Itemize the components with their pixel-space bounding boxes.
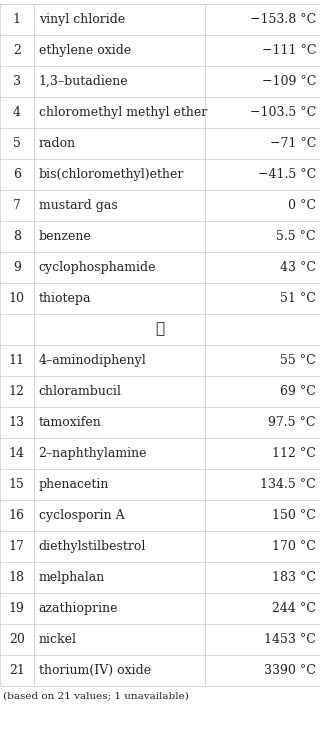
Text: −153.8 °C: −153.8 °C xyxy=(250,13,316,26)
Text: 9: 9 xyxy=(13,261,21,274)
Text: 7: 7 xyxy=(13,199,21,212)
Text: −109 °C: −109 °C xyxy=(262,75,316,88)
Text: 2: 2 xyxy=(13,44,21,57)
Text: 4–aminodiphenyl: 4–aminodiphenyl xyxy=(39,354,146,367)
Text: 15: 15 xyxy=(9,478,25,491)
Text: −103.5 °C: −103.5 °C xyxy=(250,106,316,119)
Text: azathioprine: azathioprine xyxy=(39,602,118,615)
Text: 11: 11 xyxy=(9,354,25,367)
Text: benzene: benzene xyxy=(39,230,91,243)
Text: 12: 12 xyxy=(9,385,25,398)
Text: 97.5 °C: 97.5 °C xyxy=(268,416,316,429)
Text: 13: 13 xyxy=(9,416,25,429)
Text: ethylene oxide: ethylene oxide xyxy=(39,44,131,57)
Text: chlorambucil: chlorambucil xyxy=(39,385,122,398)
Text: 51 °C: 51 °C xyxy=(280,292,316,305)
Text: chloromethyl methyl ether: chloromethyl methyl ether xyxy=(39,106,207,119)
Text: tamoxifen: tamoxifen xyxy=(39,416,101,429)
Text: 2–naphthylamine: 2–naphthylamine xyxy=(39,447,147,460)
Text: mustard gas: mustard gas xyxy=(39,199,117,212)
Text: 4: 4 xyxy=(13,106,21,119)
Text: 69 °C: 69 °C xyxy=(280,385,316,398)
Text: melphalan: melphalan xyxy=(39,571,105,584)
Text: 55 °C: 55 °C xyxy=(280,354,316,367)
Text: diethylstilbestrol: diethylstilbestrol xyxy=(39,540,146,553)
Text: 20: 20 xyxy=(9,633,25,646)
Text: 14: 14 xyxy=(9,447,25,460)
Text: 134.5 °C: 134.5 °C xyxy=(260,478,316,491)
Text: 1,3–butadiene: 1,3–butadiene xyxy=(39,75,128,88)
Text: 170 °C: 170 °C xyxy=(272,540,316,553)
Text: 3390 °C: 3390 °C xyxy=(264,664,316,677)
Text: bis(chloromethyl)ether: bis(chloromethyl)ether xyxy=(39,168,184,181)
Text: radon: radon xyxy=(39,137,76,150)
Text: 3: 3 xyxy=(13,75,21,88)
Text: 150 °C: 150 °C xyxy=(272,509,316,522)
Text: 5: 5 xyxy=(13,137,21,150)
Text: cyclophosphamide: cyclophosphamide xyxy=(39,261,156,274)
Text: 0 °C: 0 °C xyxy=(288,199,316,212)
Text: 43 °C: 43 °C xyxy=(280,261,316,274)
Text: phenacetin: phenacetin xyxy=(39,478,109,491)
Text: −71 °C: −71 °C xyxy=(270,137,316,150)
Text: 5.5 °C: 5.5 °C xyxy=(276,230,316,243)
Text: 21: 21 xyxy=(9,664,25,677)
Text: 112 °C: 112 °C xyxy=(272,447,316,460)
Text: −41.5 °C: −41.5 °C xyxy=(258,168,316,181)
Text: nickel: nickel xyxy=(39,633,76,646)
Text: 18: 18 xyxy=(9,571,25,584)
Text: 19: 19 xyxy=(9,602,25,615)
Text: 17: 17 xyxy=(9,540,25,553)
Text: 1: 1 xyxy=(13,13,21,26)
Text: 10: 10 xyxy=(9,292,25,305)
Text: 16: 16 xyxy=(9,509,25,522)
Text: 1453 °C: 1453 °C xyxy=(264,633,316,646)
Text: 183 °C: 183 °C xyxy=(272,571,316,584)
Text: 6: 6 xyxy=(13,168,21,181)
Text: thiotepa: thiotepa xyxy=(39,292,91,305)
Text: vinyl chloride: vinyl chloride xyxy=(39,13,125,26)
Text: −111 °C: −111 °C xyxy=(261,44,316,57)
Text: 8: 8 xyxy=(13,230,21,243)
Text: thorium(IV) oxide: thorium(IV) oxide xyxy=(39,664,151,677)
Text: 244 °C: 244 °C xyxy=(272,602,316,615)
Text: ⋮: ⋮ xyxy=(156,323,164,336)
Text: cyclosporin A: cyclosporin A xyxy=(39,509,124,522)
Text: (based on 21 values; 1 unavailable): (based on 21 values; 1 unavailable) xyxy=(3,691,189,700)
